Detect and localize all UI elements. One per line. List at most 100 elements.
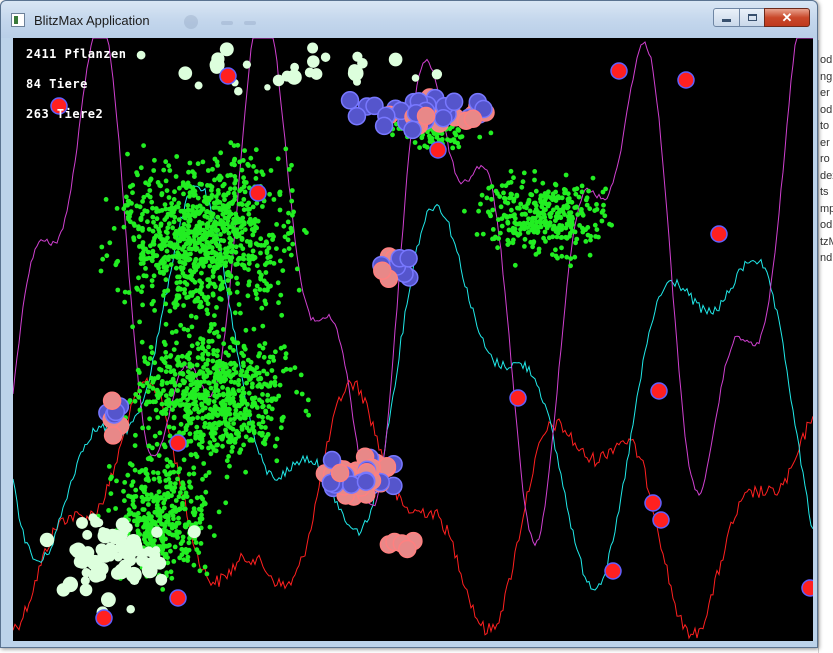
seed-dot xyxy=(119,526,130,536)
plant-dot xyxy=(252,400,257,406)
plant-dot xyxy=(182,506,188,512)
plant-dot xyxy=(144,471,150,477)
plant-dot xyxy=(203,473,209,479)
plant-dot xyxy=(167,354,173,359)
editor-text-fragment: od xyxy=(820,219,833,231)
herbivore xyxy=(330,463,350,483)
plant-dot xyxy=(177,185,182,191)
plant-dot xyxy=(568,263,573,269)
plant-dot xyxy=(206,425,212,430)
plant-dot xyxy=(272,443,278,449)
plant-dot xyxy=(199,445,205,450)
plant-dot xyxy=(264,250,270,256)
plant-dot xyxy=(250,248,256,254)
plant-dot xyxy=(137,319,142,325)
plant-dot xyxy=(142,355,147,361)
plant-dot xyxy=(177,403,183,408)
plant-dot xyxy=(211,351,217,357)
plant-dot xyxy=(137,407,143,413)
plant-dot xyxy=(271,358,277,363)
plant-dot xyxy=(246,267,251,272)
plant-dot xyxy=(575,212,581,217)
plant-dot xyxy=(258,276,264,282)
plant-dot xyxy=(278,345,284,351)
seed-dot xyxy=(431,69,443,80)
plant-dot xyxy=(214,442,220,448)
plant-dot xyxy=(107,240,113,246)
plant-dot xyxy=(141,143,147,148)
plant-dot xyxy=(174,154,180,159)
herbivore xyxy=(365,96,384,116)
plant-dot xyxy=(228,211,234,217)
close-button[interactable]: ✕ xyxy=(764,8,810,27)
plant-dot xyxy=(231,216,237,222)
plants-graph-line xyxy=(13,376,813,640)
herbivore xyxy=(398,539,417,559)
plant-dot xyxy=(506,240,512,246)
plant-dot xyxy=(525,230,531,235)
plant-dot xyxy=(517,231,523,237)
plant-dot xyxy=(163,478,169,483)
plant-dot xyxy=(268,254,273,260)
plant-dot xyxy=(476,208,481,214)
plant-dot xyxy=(565,204,571,210)
plant-dot xyxy=(137,204,143,210)
plant-dot xyxy=(240,360,246,366)
plant-dot xyxy=(229,201,235,207)
plant-dot xyxy=(137,381,143,387)
plant-dot xyxy=(173,498,179,503)
plant-dot xyxy=(199,182,205,187)
herbivore xyxy=(103,426,123,445)
plant-dot xyxy=(169,205,175,211)
plant-dot xyxy=(563,225,569,231)
maximize-button[interactable] xyxy=(739,8,765,27)
plant-dot xyxy=(281,248,287,254)
plant-dot xyxy=(185,558,191,563)
plant-dot xyxy=(182,287,188,292)
plant-dot xyxy=(236,382,242,387)
plant-dot xyxy=(235,142,241,148)
herbivore xyxy=(463,109,483,129)
plant-dot xyxy=(197,219,202,225)
plant-dot xyxy=(181,380,187,386)
plant-dot xyxy=(563,234,569,240)
plant-dot xyxy=(254,296,260,301)
plant-dot xyxy=(114,478,119,484)
plant-dot xyxy=(242,148,248,153)
predator xyxy=(604,562,622,580)
title-bar[interactable]: BlitzMax Application ✕ xyxy=(1,1,817,38)
plant-dot xyxy=(294,266,300,272)
plant-dot xyxy=(146,511,152,517)
plant-dot xyxy=(178,265,184,270)
plant-dot xyxy=(153,407,159,413)
plant-dot xyxy=(168,262,174,267)
plant-dot xyxy=(592,208,598,214)
plant-dot xyxy=(186,471,192,477)
minimize-button[interactable] xyxy=(713,8,740,27)
plant-dot xyxy=(165,235,170,241)
plant-dot xyxy=(136,234,142,240)
plant-dot xyxy=(197,568,203,574)
plant-dot xyxy=(149,350,155,356)
plant-dot xyxy=(197,203,203,209)
plant-dot xyxy=(164,484,169,490)
plant-dot xyxy=(218,238,224,243)
plant-dot xyxy=(260,204,265,209)
plant-dot xyxy=(459,134,465,139)
plant-dot xyxy=(210,249,216,255)
plant-dot xyxy=(197,223,203,229)
plant-dot xyxy=(236,378,242,383)
plant-dot xyxy=(278,425,284,431)
plant-dot xyxy=(151,219,156,225)
plant-dot xyxy=(195,195,201,201)
plant-dot xyxy=(499,216,505,222)
plant-dot xyxy=(192,192,198,198)
seed-dot xyxy=(281,70,293,82)
herbivore xyxy=(374,116,394,136)
plant-dot xyxy=(550,252,555,257)
plant-dot xyxy=(202,564,208,570)
app-window: BlitzMax Application ✕ 2411 Pflanzen 84 … xyxy=(0,0,818,648)
plant-dot xyxy=(188,485,194,490)
editor-text-fragment: to xyxy=(820,120,830,132)
simulation-canvas[interactable]: 2411 Pflanzen 84 Tiere 263 Tiere2 xyxy=(13,38,813,641)
